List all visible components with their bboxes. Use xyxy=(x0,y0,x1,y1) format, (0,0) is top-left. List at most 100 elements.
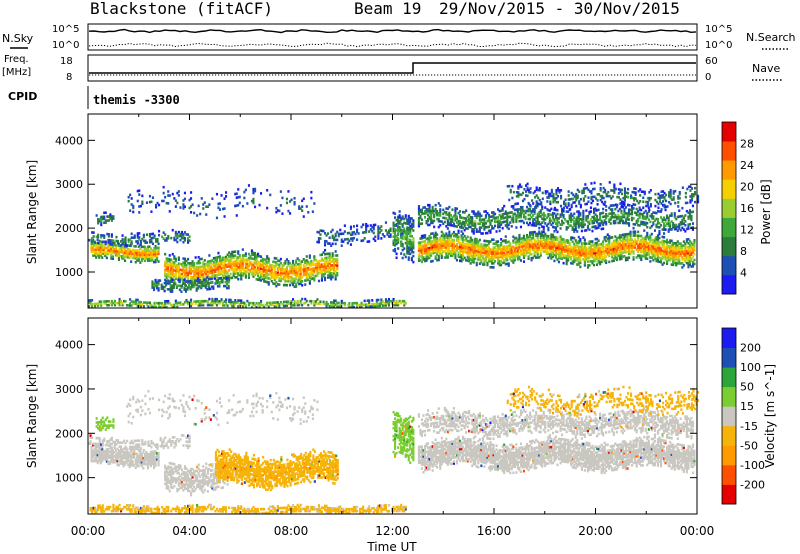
heatmap-cell xyxy=(526,245,529,249)
heatmap-cell xyxy=(427,247,430,250)
heatmap-cell xyxy=(626,256,629,260)
heatmap-cell xyxy=(88,238,91,242)
heatmap-cell xyxy=(497,216,500,219)
heatmap-cell xyxy=(276,271,279,274)
heatmap-cell xyxy=(608,240,611,244)
heatmap-cell xyxy=(553,212,556,215)
heatmap-cell xyxy=(530,210,533,213)
heatmap-cell xyxy=(150,210,153,213)
heatmap-cell xyxy=(173,281,176,284)
heatmap-cell xyxy=(148,251,151,254)
heatmap-cell xyxy=(494,256,497,259)
heatmap-cell xyxy=(653,253,657,256)
heatmap-cell xyxy=(562,240,565,243)
heatmap-cell xyxy=(663,255,666,259)
heatmap-cell xyxy=(443,236,446,239)
heatmap-cell xyxy=(138,189,141,192)
heatmap-cell xyxy=(137,245,140,248)
heatmap-cell xyxy=(614,239,617,242)
heatmap-cell xyxy=(603,251,606,255)
heatmap-cell xyxy=(443,246,446,249)
heatmap-cell xyxy=(516,258,519,261)
heatmap-cell xyxy=(491,225,494,228)
heatmap-cell xyxy=(550,253,553,256)
heatmap-cell xyxy=(687,261,690,265)
heatmap-cell xyxy=(536,220,539,224)
heatmap-cell xyxy=(448,215,451,219)
heatmap-cell xyxy=(136,242,139,245)
heatmap-cell xyxy=(164,278,167,282)
heatmap-cell xyxy=(530,245,533,248)
heatmap-cell xyxy=(174,299,177,303)
heatmap-cell xyxy=(241,254,244,257)
heatmap-cell xyxy=(104,219,107,222)
heatmap-cell xyxy=(567,210,570,213)
heatmap-cell xyxy=(503,255,506,258)
heatmap-cell xyxy=(420,240,424,244)
heatmap-cell xyxy=(535,244,538,248)
heatmap-cell xyxy=(278,303,281,306)
heatmap-cell xyxy=(638,246,641,250)
heatmap-cell xyxy=(463,222,466,226)
heatmap-cell xyxy=(384,300,388,303)
heatmap-cell xyxy=(635,234,638,237)
heatmap-cell xyxy=(561,243,564,247)
heatmap-cell xyxy=(292,259,295,263)
heatmap-cell xyxy=(169,290,172,293)
heatmap-cell xyxy=(434,243,437,246)
heatmap-cell xyxy=(328,262,331,265)
heatmap-cell xyxy=(299,272,302,276)
heatmap-cell xyxy=(480,243,483,246)
station-title: Blackstone (fitACF) xyxy=(90,0,273,18)
heatmap-cell xyxy=(666,256,669,260)
heatmap-cell xyxy=(177,234,180,238)
heatmap-cell xyxy=(193,277,196,281)
heatmap-cell xyxy=(574,253,577,256)
heatmap-cell xyxy=(589,240,593,243)
heatmap-cell xyxy=(240,264,243,267)
heatmap-cell xyxy=(682,258,685,261)
heatmap-cell xyxy=(252,303,255,307)
heatmap-cell xyxy=(529,213,532,217)
heatmap-cell xyxy=(397,217,400,221)
heatmap-cell xyxy=(676,260,679,263)
heatmap-cell xyxy=(202,207,205,210)
heatmap-cell xyxy=(235,301,238,304)
heatmap-cell xyxy=(98,302,101,305)
heatmap-cell xyxy=(471,242,474,246)
heatmap-cell xyxy=(682,250,685,253)
heatmap-cell xyxy=(574,224,577,227)
heatmap-cell xyxy=(374,223,377,227)
heatmap-cell xyxy=(656,248,660,251)
heatmap-cell xyxy=(336,274,339,277)
heatmap-cell xyxy=(463,248,466,252)
heatmap-cell xyxy=(480,245,483,248)
heatmap-cell xyxy=(177,262,180,265)
heatmap-cell xyxy=(586,220,590,224)
heatmap-cell xyxy=(269,193,272,197)
heatmap-cell xyxy=(136,249,139,252)
heatmap-cell xyxy=(562,215,565,219)
heatmap-cell xyxy=(608,260,611,264)
heatmap-cell xyxy=(91,239,94,242)
heatmap-cell xyxy=(125,245,128,249)
heatmap-cell xyxy=(406,238,409,241)
heatmap-cell xyxy=(606,233,609,236)
heatmap-cell xyxy=(98,300,101,303)
heatmap-cell xyxy=(322,302,325,306)
heatmap-cell xyxy=(199,265,202,269)
heatmap-cell xyxy=(618,238,621,241)
heatmap-cell xyxy=(407,220,410,224)
heatmap-cell xyxy=(252,265,255,269)
heatmap-cell xyxy=(144,241,147,244)
heatmap-cell xyxy=(545,240,548,244)
heatmap-cell xyxy=(661,255,664,258)
heatmap-cell xyxy=(582,225,585,229)
heatmap-cell xyxy=(641,244,644,248)
heatmap-cell xyxy=(602,244,605,247)
heatmap-cell xyxy=(139,261,142,264)
heatmap-cell xyxy=(433,247,436,251)
heatmap-cell xyxy=(182,267,185,270)
heatmap-cell xyxy=(524,250,527,253)
heatmap-cell xyxy=(588,254,591,257)
